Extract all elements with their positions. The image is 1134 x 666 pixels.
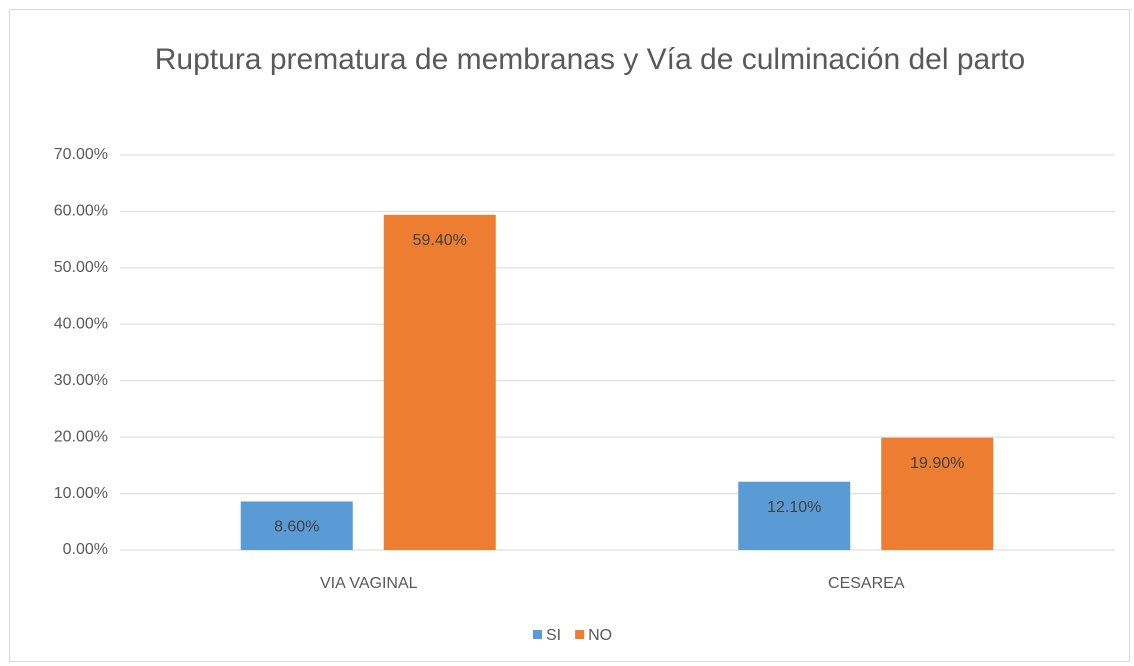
y-tick-label: 0.00% [63,541,108,558]
x-tick-label: VIA VAGINAL [320,575,418,592]
legend-swatch [575,630,585,639]
y-tick-label: 70.00% [54,146,108,163]
chart-border [9,9,1130,662]
legend-swatch [533,630,542,639]
y-tick-label: 20.00% [54,428,108,445]
bar [881,437,994,550]
bar [240,501,353,550]
bar [383,214,496,551]
y-tick-label: 40.00% [54,316,108,333]
y-tick-label: 10.00% [54,485,108,502]
y-tick-label: 30.00% [54,372,108,389]
chart-title: Ruptura prematura de membranas y Vía de … [154,43,1026,76]
bar [738,481,851,550]
y-tick-label: 60.00% [54,203,108,220]
data-label: 19.90% [910,455,964,472]
y-tick-label: 50.00% [54,259,108,276]
x-tick-label: CESAREA [828,575,905,592]
legend-label: NO [588,627,612,644]
legend-label: SI [546,627,561,644]
data-label: 8.60% [274,519,319,536]
data-label: 12.10% [767,499,821,516]
data-label: 59.40% [413,232,467,249]
